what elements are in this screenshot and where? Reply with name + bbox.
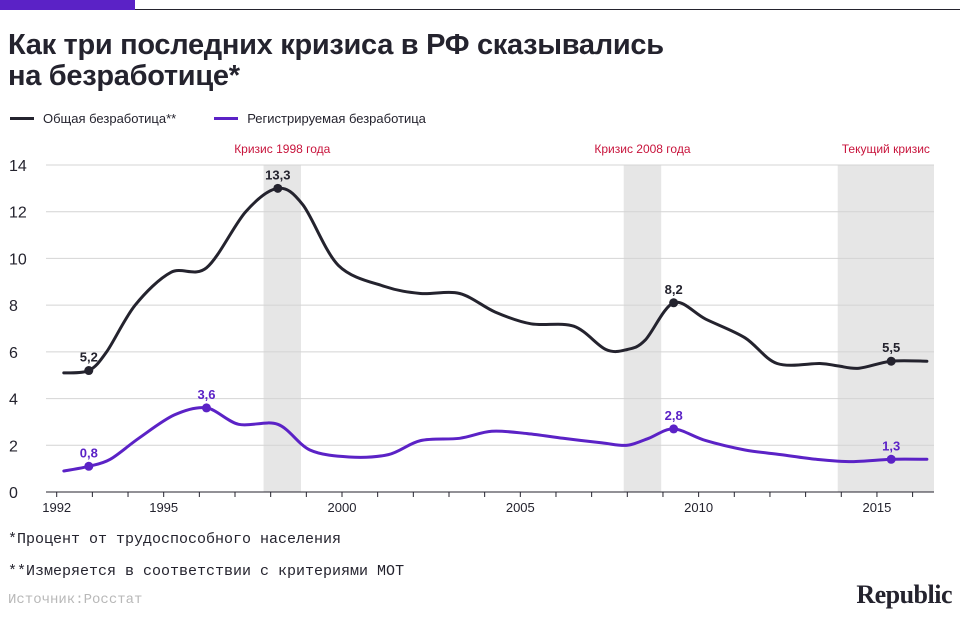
crisis-label-1: Кризис 2008 года bbox=[594, 142, 690, 156]
data-point-marker bbox=[273, 183, 283, 193]
top-rule bbox=[135, 9, 960, 10]
data-point-marker bbox=[84, 366, 94, 376]
data-label: 8,2 bbox=[665, 282, 683, 297]
data-label: 0,8 bbox=[80, 445, 98, 460]
data-point-marker bbox=[669, 424, 679, 434]
y-tick-label: 14 bbox=[9, 158, 27, 175]
chart-title-line1: Как три последних кризиса в РФ сказывали… bbox=[8, 29, 664, 61]
data-label: 13,3 bbox=[265, 167, 290, 182]
chart-title-line2: на безработице* bbox=[8, 60, 240, 92]
y-tick-label: 10 bbox=[9, 251, 27, 268]
accent-bar bbox=[0, 0, 135, 10]
y-tick-label: 6 bbox=[9, 345, 18, 362]
line-chart: Кризис 1998 года Кризис 2008 года Текущий … bbox=[9, 142, 934, 515]
x-tick-label: 2015 bbox=[862, 500, 891, 515]
crisis-band-0 bbox=[263, 165, 301, 492]
x-tick-label: 2005 bbox=[506, 500, 535, 515]
series-line-0 bbox=[62, 186, 929, 375]
data-label: 2,8 bbox=[665, 408, 683, 423]
data-point-marker bbox=[201, 403, 211, 413]
data-point-marker bbox=[886, 454, 896, 464]
series-line-1 bbox=[62, 406, 929, 473]
crisis-band-1 bbox=[623, 165, 662, 492]
y-tick-label: 12 bbox=[9, 205, 27, 222]
legend-label-total: Общая безработица** bbox=[43, 111, 177, 126]
data-label: 5,2 bbox=[80, 350, 98, 365]
data-point-marker bbox=[84, 461, 94, 471]
footnote-2: **Измеряется в соответствии с критериями… bbox=[8, 563, 405, 580]
data-label: 1,3 bbox=[882, 438, 900, 453]
legend-item-registered: Регистрируемая безработица bbox=[214, 111, 426, 126]
legend-item-total: Общая безработица** bbox=[10, 111, 176, 126]
x-tick-label: 1995 bbox=[149, 500, 178, 515]
legend-label-registered: Регистрируемая безработица bbox=[247, 111, 426, 126]
crisis-band-2 bbox=[837, 165, 934, 492]
y-tick-label: 2 bbox=[9, 438, 18, 455]
x-tick-label: 1992 bbox=[42, 500, 71, 515]
y-tick-label: 0 bbox=[9, 485, 18, 502]
legend: Общая безработица** Регистрируемая безра… bbox=[10, 111, 464, 126]
legend-swatch-total bbox=[10, 117, 34, 120]
footnote-1: *Процент от трудоспособного населения bbox=[8, 531, 342, 548]
y-tick-label: 4 bbox=[9, 392, 18, 409]
crisis-label-2: Текущий кризис bbox=[842, 142, 930, 156]
brand-logo: Republic bbox=[856, 580, 952, 609]
crisis-label-0: Кризис 1998 года bbox=[234, 142, 330, 156]
data-label: 3,6 bbox=[197, 387, 215, 402]
data-point-marker bbox=[669, 298, 679, 308]
data-point-marker bbox=[886, 356, 896, 366]
chart-title: Как три последних кризиса в РФ сказывали… bbox=[8, 30, 908, 92]
legend-swatch-registered bbox=[214, 117, 239, 120]
data-label: 5,5 bbox=[882, 340, 900, 355]
y-tick-label: 8 bbox=[9, 298, 18, 315]
source-note: Источник:Росстат bbox=[8, 592, 143, 608]
x-tick-label: 2000 bbox=[328, 500, 357, 515]
x-tick-label: 2010 bbox=[684, 500, 713, 515]
